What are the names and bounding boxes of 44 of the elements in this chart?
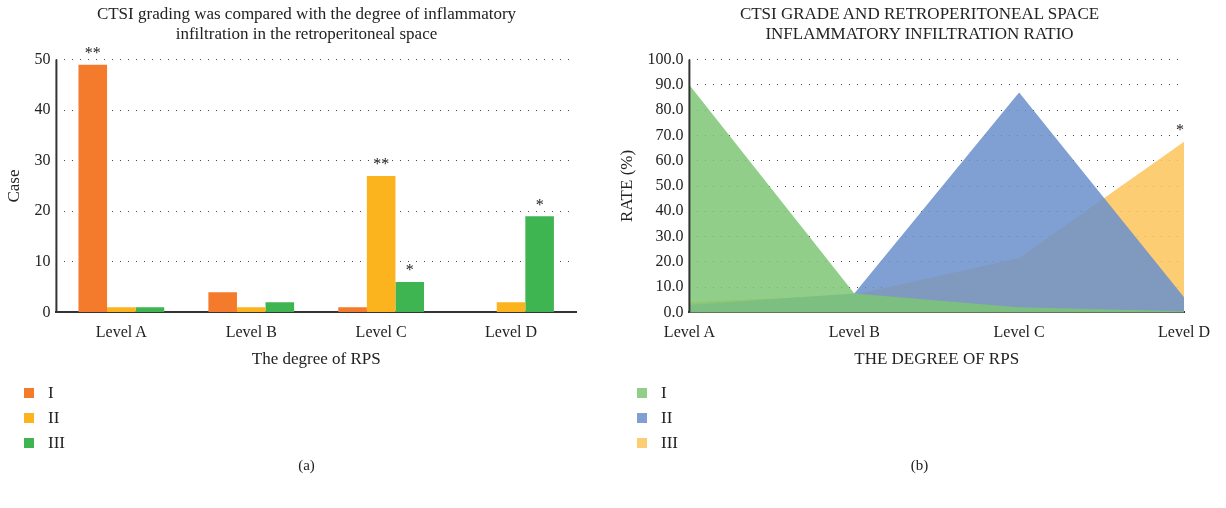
x-axis-title: THE DEGREE OF RPS — [854, 349, 1020, 369]
x-tick-label: Level D — [485, 323, 538, 341]
data-label: * — [1176, 120, 1185, 138]
data-label: ** — [373, 155, 390, 173]
y-tick-label: 50.0 — [655, 176, 684, 194]
y-axis-title: Case — [3, 169, 23, 203]
y-tick-label: 0 — [42, 302, 51, 320]
y-tick-label: 10 — [34, 252, 51, 270]
y-tick-label: 80.0 — [655, 100, 684, 118]
y-tick-label: 100.0 — [647, 49, 684, 67]
chart-title: CTSI grading was compared with the degree of inflammatory infiltration in the retroperitoneal space — [95, 4, 518, 44]
legend-label: III — [661, 432, 678, 453]
x-tick-label: Level A — [95, 323, 148, 341]
x-tick-label: Level C — [355, 323, 407, 341]
x-tick-label: Level C — [993, 323, 1045, 341]
x-tick-label: Level D — [1158, 323, 1210, 341]
data-label: * — [535, 195, 544, 213]
y-tick-label: 20 — [34, 201, 51, 219]
legend-label: III — [48, 432, 65, 453]
data-label: ** — [84, 43, 101, 61]
x-tick-label: Level B — [225, 323, 277, 341]
y-tick-label: 70.0 — [655, 125, 684, 143]
data-label: * — [405, 261, 414, 279]
x-tick-label: Level A — [663, 323, 716, 341]
y-tick-label: 50 — [34, 49, 51, 67]
chart-title: CTSI GRADE AND RETROPERITONEAL SPACE INFLAMMATORY INFILTRATION RATIO — [738, 4, 1101, 44]
y-tick-label: 90.0 — [655, 75, 684, 93]
y-tick-label: 20.0 — [655, 252, 684, 270]
text: (a) — [297, 457, 316, 474]
legend-label: I — [48, 382, 54, 403]
y-tick-label: 40.0 — [655, 201, 684, 219]
y-tick-label: 10.0 — [655, 277, 684, 295]
y-tick-label: 30 — [34, 150, 51, 168]
y-tick-label: 60.0 — [655, 150, 684, 168]
y-tick-label: 30.0 — [655, 226, 684, 244]
y-tick-label: 40 — [34, 100, 51, 118]
legend-label: II — [661, 407, 673, 428]
x-tick-label: Level B — [828, 323, 880, 341]
legend-label: II — [48, 407, 60, 428]
y-tick-label: 0.0 — [663, 302, 684, 320]
y-axis-title: RATE (%) — [616, 149, 636, 223]
x-axis-title: The degree of RPS — [251, 349, 381, 369]
legend-label: I — [661, 382, 667, 403]
text: (b) — [909, 457, 930, 474]
